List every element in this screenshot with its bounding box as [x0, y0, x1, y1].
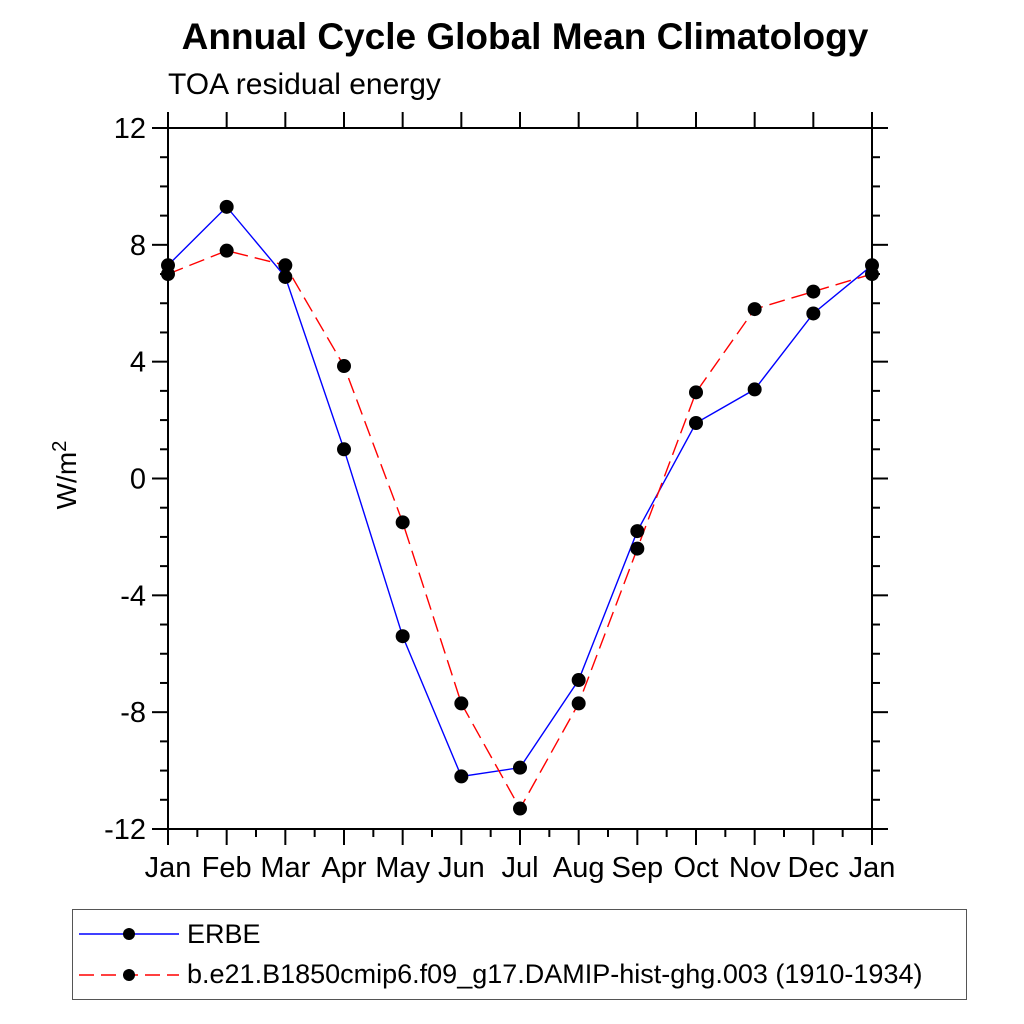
y-tick-label: -12 — [104, 814, 146, 846]
data-point-marker — [278, 258, 293, 273]
data-point-marker — [689, 385, 703, 400]
data-point-marker — [161, 267, 175, 282]
legend-item-erbe: ERBE — [77, 917, 966, 951]
legend-swatch-dashed-line — [79, 968, 179, 981]
data-point-marker — [454, 696, 469, 711]
data-point-marker — [395, 629, 410, 644]
data-point-marker — [630, 541, 645, 556]
plot-frame — [167, 127, 873, 830]
data-point-marker — [454, 769, 469, 784]
x-tick-label: Jan — [145, 852, 192, 884]
data-point-marker — [747, 302, 762, 317]
legend-marker-dot — [123, 928, 135, 941]
y-tick-label: 4 — [130, 347, 146, 379]
x-tick-label: Sep — [612, 852, 664, 884]
y-tick-label: -8 — [120, 697, 146, 729]
legend-marker-dot — [123, 968, 135, 981]
chart-title: Annual Cycle Global Mean Climatology — [181, 16, 869, 57]
data-point-marker — [806, 306, 821, 321]
y-tick-label: 8 — [130, 230, 146, 262]
data-point-marker — [689, 416, 703, 431]
data-point-marker — [630, 524, 645, 539]
chart-subtitle: TOA residual energy — [168, 68, 441, 101]
data-point-marker — [513, 760, 527, 775]
data-point-marker — [571, 696, 586, 711]
x-tick-label: Nov — [729, 852, 781, 884]
y-tick-label: 12 — [114, 113, 146, 145]
legend-item-model: b.e21.B1850cmip6.f09_g17.DAMIP-hist-ghg.… — [77, 958, 966, 992]
data-point-marker — [571, 673, 586, 688]
x-tick-label: Oct — [673, 852, 718, 884]
legend-swatch-solid-line — [79, 928, 179, 941]
series-line-erbe — [167, 205, 873, 778]
x-tick-label: May — [375, 852, 430, 884]
x-tick-label: Jun — [438, 852, 485, 884]
x-tick-label: Aug — [553, 852, 605, 884]
data-point-marker — [865, 267, 879, 282]
legend-label-erbe: ERBE — [187, 918, 261, 949]
y-tick-label: 0 — [130, 464, 146, 496]
data-point-marker — [278, 269, 293, 284]
data-point-marker — [337, 442, 351, 457]
x-tick-label: Dec — [788, 852, 840, 884]
x-tick-label: Feb — [202, 852, 252, 884]
series-line-model — [167, 249, 873, 810]
x-tick-label: Apr — [321, 852, 366, 884]
data-point-marker — [219, 199, 234, 214]
data-point-marker — [395, 515, 410, 530]
x-tick-label: Mar — [260, 852, 310, 884]
x-tick-label: Jan — [849, 852, 896, 884]
data-point-marker — [513, 801, 527, 816]
legend-label-model: b.e21.B1850cmip6.f09_g17.DAMIP-hist-ghg.… — [187, 959, 923, 990]
data-point-marker — [337, 359, 351, 374]
data-point-marker — [806, 284, 821, 299]
x-tick-label: Jul — [501, 852, 538, 884]
data-point-marker — [747, 382, 762, 397]
legend: ERBE b.e21.B1850cmip6.f09_g17.DAMIP-hist… — [72, 909, 967, 1000]
y-tick-label: -4 — [120, 580, 146, 612]
data-point-marker — [219, 243, 234, 258]
